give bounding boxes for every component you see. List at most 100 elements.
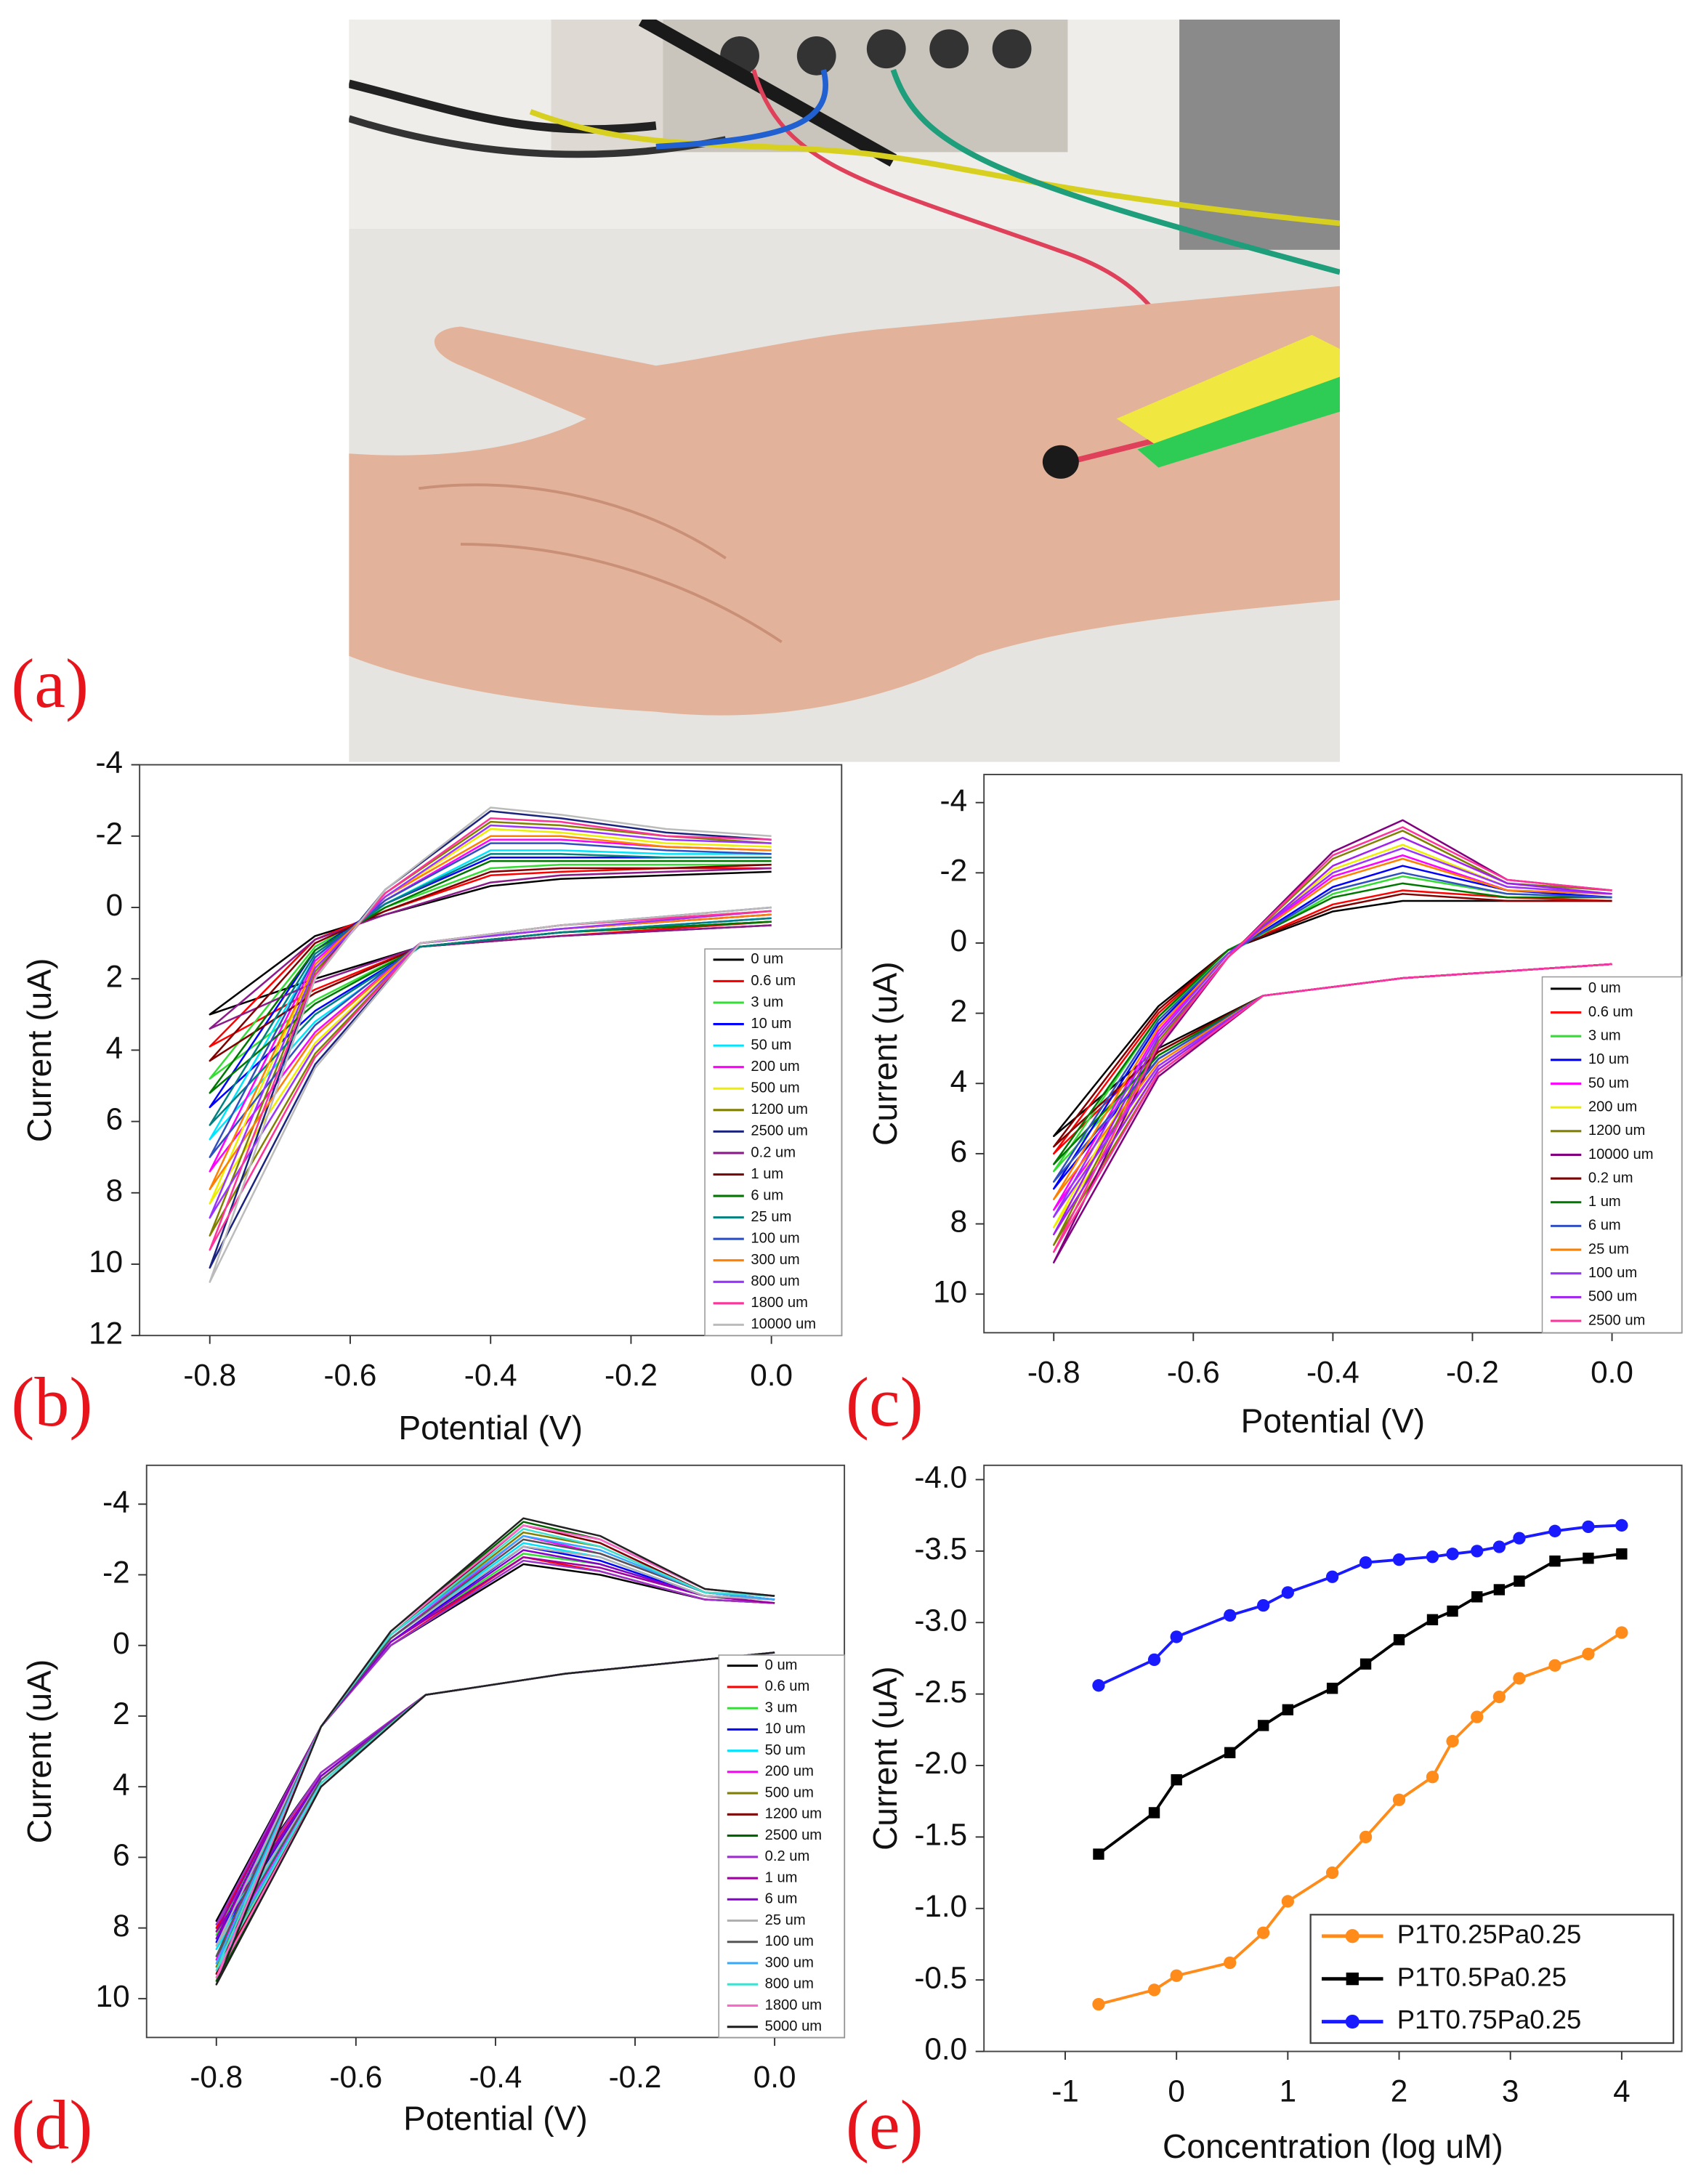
legend-marker [1345, 2014, 1359, 2029]
y-axis-title: Current (uA) [20, 1659, 58, 1844]
marker [1548, 1524, 1561, 1537]
legend-label: 10000 um [1588, 1146, 1654, 1162]
legend-label: 0.2 um [751, 1144, 796, 1160]
legend-label: 1 um [751, 1166, 783, 1182]
x-axis-title: Potential (V) [403, 2100, 588, 2138]
series-line [215, 1534, 775, 1961]
marker [1281, 1586, 1294, 1599]
legend-label: 0.6 um [751, 973, 796, 989]
marker [1257, 1720, 1269, 1731]
y-tick-label: 0 [950, 923, 968, 958]
legend-label: 500 um [765, 1784, 814, 1800]
legend-label: 6 um [765, 1891, 798, 1907]
marker [1513, 1532, 1526, 1545]
series-line [215, 1538, 775, 1957]
x-tick-label: -0.6 [1167, 1355, 1220, 1389]
legend-label: 3 um [765, 1699, 798, 1715]
legend-label: 800 um [751, 1274, 799, 1290]
y-tick-label: -3.0 [914, 1603, 967, 1637]
legend-label: 2500 um [765, 1827, 822, 1843]
legend-label: 100 um [765, 1933, 814, 1949]
series-line [215, 1549, 775, 1940]
series-line [215, 1553, 775, 1936]
legend-label: 10000 um [751, 1317, 816, 1332]
x-tick-label: -0.6 [329, 2060, 382, 2094]
x-tick-label: 2 [1391, 2074, 1408, 2108]
marker [1171, 1774, 1182, 1786]
legend-label: 6 um [1588, 1218, 1621, 1234]
series-line [215, 1559, 775, 1926]
marker [1359, 1658, 1372, 1670]
x-tick-label: -0.2 [605, 1358, 658, 1392]
y-tick-label: 6 [106, 1102, 124, 1136]
y-tick-label: 10 [933, 1274, 967, 1309]
y-tick-label: 6 [113, 1838, 130, 1872]
x-axis-title: Potential (V) [398, 1409, 583, 1447]
legend-label: 500 um [751, 1080, 799, 1096]
legend-label: P1T0.5Pa0.25 [1397, 1962, 1567, 1991]
marker [1325, 1866, 1339, 1880]
x-tick-label: 0.0 [753, 2060, 796, 2094]
series-line [209, 863, 772, 1080]
marker [1392, 1553, 1406, 1566]
series-line [215, 1563, 775, 1922]
x-tick-label: 0.0 [1591, 1355, 1633, 1389]
y-tick-label: 0.0 [924, 2032, 967, 2066]
marker [1514, 1575, 1525, 1587]
panel-label: (b) [11, 1363, 92, 1441]
y-tick-label: -1.5 [914, 1818, 967, 1852]
series-line [215, 1545, 775, 1944]
legend-label: 1800 um [765, 1997, 822, 2013]
legend-label: 10 um [1588, 1051, 1629, 1067]
y-tick-label: 0 [106, 888, 124, 922]
series-line [1052, 865, 1612, 1190]
marker [1282, 1704, 1294, 1715]
series-line [209, 860, 772, 1094]
marker [1147, 1983, 1161, 1997]
y-tick-label: -2 [102, 1556, 130, 1590]
marker [1170, 1630, 1183, 1643]
marker [1092, 1679, 1105, 1692]
legend-label: 1 um [1588, 1194, 1621, 1210]
legend-label: 500 um [1588, 1289, 1637, 1305]
legend-label: 200 um [765, 1763, 814, 1779]
series-line [215, 1545, 775, 1947]
series-line [1052, 826, 1612, 1253]
marker [1549, 1555, 1561, 1567]
marker [1170, 1969, 1183, 1982]
legend-label: 300 um [765, 1954, 814, 1970]
y-tick-label: -2.5 [914, 1675, 967, 1709]
legend-marker [1346, 1973, 1359, 1986]
x-tick-label: 4 [1613, 2074, 1631, 2108]
marker [1492, 1690, 1506, 1704]
marker [1224, 1609, 1237, 1622]
marker [1426, 1550, 1439, 1564]
x-tick-label: 1 [1280, 2074, 1297, 2108]
y-tick-label: -1.0 [914, 1889, 967, 1923]
legend-marker [1345, 1929, 1359, 1944]
series-line [1052, 882, 1612, 1165]
x-axis-title: Concentration (log uM) [1163, 2127, 1503, 2165]
legend-label: 1200 um [765, 1806, 822, 1822]
series-line [215, 1534, 775, 1965]
legend-label: 2500 um [1588, 1312, 1645, 1328]
series-line [215, 1556, 775, 1929]
y-tick-label: -3.5 [914, 1532, 967, 1566]
legend-label: P1T0.25Pa0.25 [1397, 1919, 1582, 1949]
legend-label: 3 um [1588, 1027, 1621, 1043]
marker [1493, 1584, 1506, 1595]
marker [1326, 1683, 1338, 1694]
y-tick-label: 10 [96, 1979, 130, 2013]
legend-label: 25 um [751, 1209, 791, 1225]
marker [1224, 1747, 1236, 1758]
legend-label: 0 um [751, 951, 783, 967]
marker [1616, 1548, 1628, 1560]
marker [1224, 1956, 1237, 1970]
legend-label: 1200 um [1588, 1123, 1645, 1138]
legend-label: P1T0.75Pa0.25 [1397, 2005, 1582, 2034]
legend-label: 0.6 um [765, 1678, 810, 1694]
legend-label: 0.2 um [765, 1848, 810, 1864]
series-line [1097, 1552, 1623, 1856]
marker [1093, 1848, 1104, 1860]
